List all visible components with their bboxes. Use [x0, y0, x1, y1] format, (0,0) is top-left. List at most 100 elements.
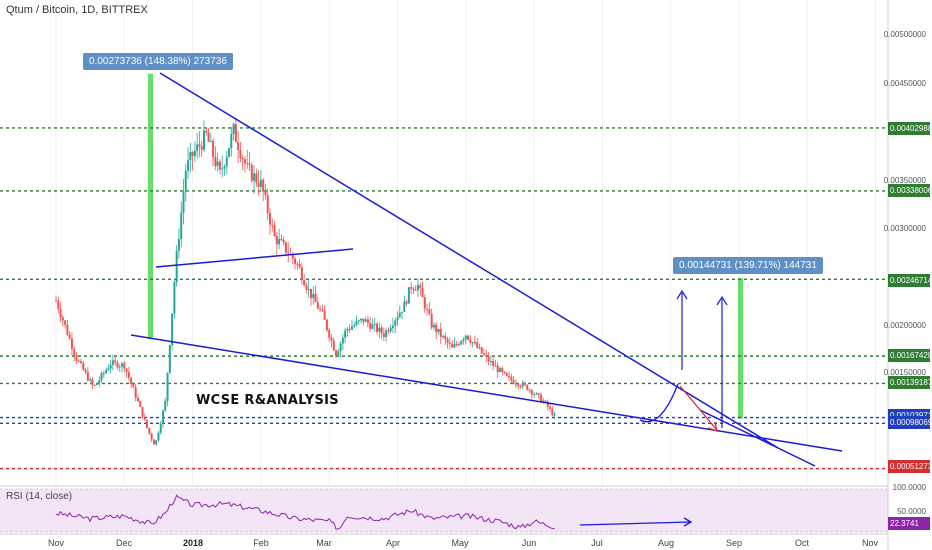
candle-body: [241, 158, 244, 160]
level-label: 0.00402988: [888, 122, 932, 135]
candle-body: [501, 368, 504, 372]
candle-body: [134, 387, 137, 398]
candle-body: [537, 393, 540, 395]
candle-body: [95, 382, 98, 386]
y-tick-label: 0.00150000: [883, 368, 926, 377]
x-tick-label: Sep: [725, 538, 743, 548]
candle-body: [66, 324, 69, 335]
candle-body: [369, 322, 372, 329]
candle-body: [187, 160, 190, 171]
candle-body: [544, 400, 547, 402]
candle-body: [476, 342, 479, 348]
candle-body: [193, 150, 196, 157]
candle-body: [339, 343, 342, 352]
candle-body: [225, 156, 228, 167]
candle-body: [542, 400, 545, 402]
candle-body: [332, 340, 335, 351]
candle-body: [435, 324, 438, 333]
watermark-text: WCSE R&ANALYSIS: [196, 393, 339, 408]
candle-body: [469, 339, 472, 343]
candle-body: [102, 373, 105, 375]
x-tick-label: Aug: [657, 538, 675, 548]
measure-bar: [148, 73, 153, 340]
candle-body: [123, 363, 126, 369]
neckline: [155, 248, 354, 268]
candle-body: [378, 327, 381, 332]
candle-body: [243, 159, 246, 164]
candle-body: [442, 335, 445, 337]
candle-body: [414, 289, 417, 291]
candle-body: [214, 156, 217, 166]
candle-body: [100, 373, 103, 381]
candle-body: [184, 170, 187, 192]
candle-body: [237, 142, 240, 151]
y-tick-label: 0.00300000: [883, 224, 926, 233]
candle-body: [444, 335, 447, 340]
candle-body: [207, 132, 210, 142]
candle-body: [205, 130, 208, 133]
down-arrow: [679, 385, 717, 430]
level-label: 0.00098069: [888, 416, 932, 429]
candle-body: [68, 334, 71, 339]
candle-body: [553, 414, 556, 416]
candle-body: [109, 364, 112, 369]
candle-body: [284, 242, 287, 253]
candle-body: [387, 330, 390, 332]
candle-body: [196, 144, 199, 151]
candle-body: [143, 416, 146, 420]
level-label: 0.00139187: [888, 376, 932, 389]
candle-body: [248, 163, 251, 166]
candle-body: [191, 152, 194, 157]
candle-body: [255, 173, 258, 183]
candle-body: [357, 320, 360, 322]
candle-body: [278, 239, 281, 245]
candle-body: [455, 344, 458, 346]
candle-body: [130, 377, 133, 384]
candle-body: [549, 406, 552, 409]
rsi-band: [0, 489, 888, 532]
projection-curve: [639, 383, 679, 423]
candle-body: [75, 354, 78, 361]
candle-body: [428, 309, 431, 314]
candle-body: [316, 302, 319, 309]
candle-body: [398, 312, 401, 318]
candle-body: [253, 173, 256, 181]
candle-body: [446, 339, 449, 343]
x-tick-label: Oct: [794, 538, 810, 548]
candle-body: [478, 347, 481, 349]
candle-body: [118, 366, 121, 368]
candle-body: [209, 140, 212, 142]
candle-body: [202, 130, 205, 150]
x-tick-label: Apr: [385, 538, 401, 548]
candle-body: [453, 344, 456, 348]
candle-body: [346, 329, 349, 331]
candle-body: [61, 317, 64, 321]
candle-body: [282, 240, 285, 243]
candle-body: [421, 287, 424, 298]
wedge-lower-extension: [699, 409, 816, 467]
candle-body: [503, 371, 506, 374]
x-tick-label: Nov: [861, 538, 879, 548]
candle-body: [250, 165, 253, 181]
candle-body: [480, 347, 483, 354]
candle-body: [460, 341, 463, 345]
candle-body: [350, 326, 353, 330]
candle-body: [514, 383, 517, 385]
candle-body: [171, 313, 174, 346]
candle-body: [385, 330, 388, 337]
down-arrowhead: [707, 421, 718, 432]
candle-body: [275, 236, 278, 245]
y-tick-label: 0.00200000: [883, 321, 926, 330]
candle-body: [348, 329, 351, 331]
candle-body: [177, 239, 180, 251]
candle-body: [159, 423, 162, 433]
candle-body: [146, 419, 149, 428]
x-tick-label: Feb: [253, 538, 269, 548]
candle-body: [330, 337, 333, 341]
candle-body: [262, 179, 265, 192]
candle-body: [496, 365, 499, 372]
candle-body: [389, 328, 392, 332]
candle-body: [471, 342, 474, 344]
candle-body: [73, 349, 76, 355]
